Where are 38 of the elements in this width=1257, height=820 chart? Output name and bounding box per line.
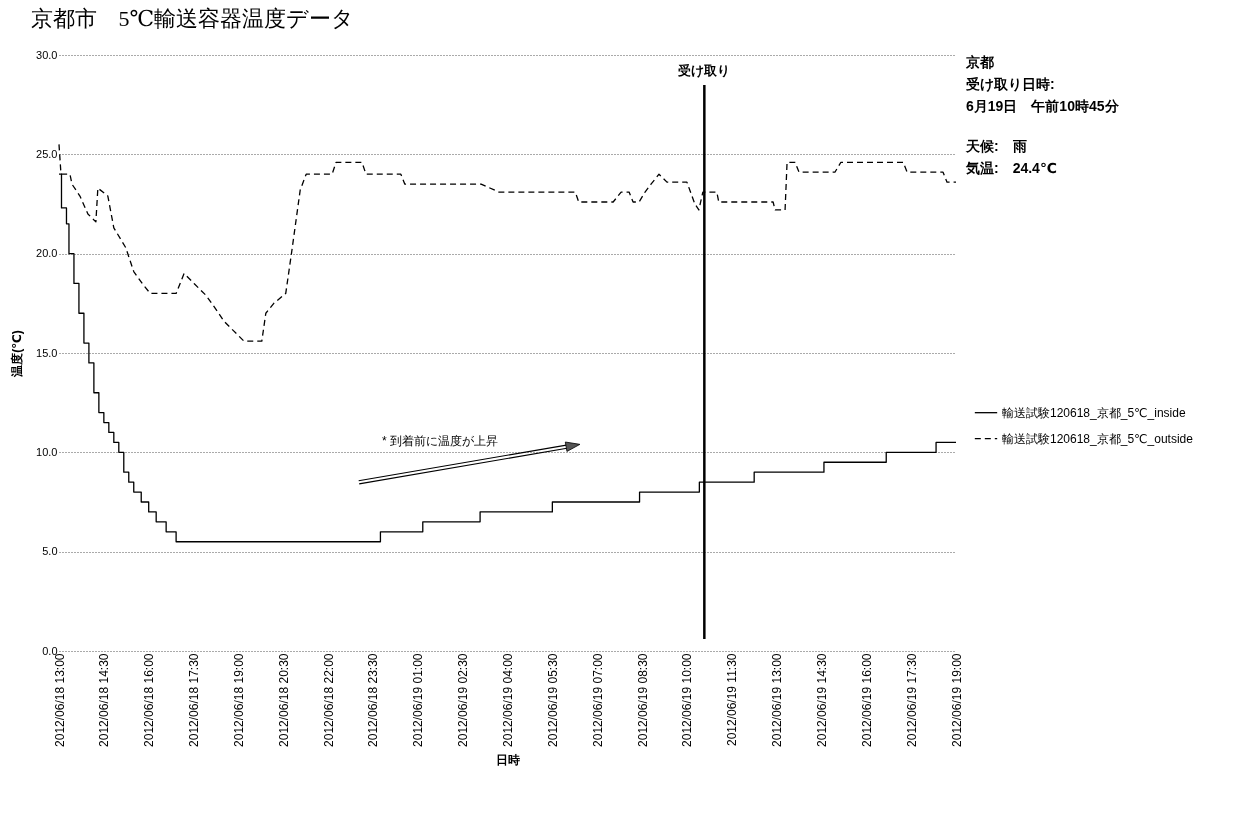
x-tick-label: 2012/06/19 14:30: [814, 653, 829, 747]
y-tick-label: 20.0: [36, 247, 58, 260]
x-axis-title: 日時: [496, 752, 520, 767]
x-tick-label: 2012/06/18 23:30: [366, 653, 381, 747]
x-tick-label: 2012/06/18 20:30: [276, 653, 291, 747]
text: 天候: 雨: [966, 137, 1028, 156]
x-tick-label: 2012/06/18 14:30: [97, 653, 112, 747]
x-tick-label: 2012/06/19 19:00: [949, 653, 964, 747]
x-tick-label: 2012/06/19 10:00: [680, 653, 695, 747]
text: 京都: [966, 53, 995, 72]
x-tick-label: 2012/06/19 05:30: [545, 653, 560, 747]
x-tick-label: 2012/06/18 22:00: [321, 653, 336, 747]
x-tick-label: 2012/06/18 16:00: [142, 653, 157, 747]
x-tick-label: 2012/06/19 02:30: [456, 653, 471, 747]
y-tick-label: 30.0: [36, 48, 58, 61]
x-tick-label: 2012/06/18 17:30: [187, 653, 202, 747]
text: 受け取り日時:: [966, 75, 1056, 94]
x-tick-label: 2012/06/19 17:30: [904, 653, 919, 747]
x-tick-label: 2012/06/19 07:00: [590, 653, 605, 747]
x-tick-label: 2012/06/19 01:00: [411, 653, 426, 747]
x-tick-label: 2012/06/19 16:00: [859, 653, 874, 747]
y-tick-label: 25.0: [36, 147, 58, 160]
y-tick-label: 10.0: [36, 445, 58, 458]
x-tick-label: 2012/06/19 04:00: [501, 653, 515, 747]
annotation: * 到着前に温度が上昇: [381, 434, 498, 449]
y-tick-label: 5.0: [42, 545, 58, 558]
x-tick-label: 2012/06/19 08:30: [635, 653, 650, 747]
x-tick-label: 2012/06/19 13:00: [770, 653, 785, 747]
x-tick-label: 2012/06/19 11:30: [725, 653, 740, 747]
chart-title: 京都市 5℃輸送容器温度データ: [30, 6, 355, 31]
y-tick-label: 15.0: [36, 346, 58, 359]
legend-label: 輸送試験120618_京都_5℃_inside: [1002, 405, 1186, 420]
x-tick-label: 2012/06/18 19:00: [231, 653, 246, 747]
legend-label: 輸送試験120618_京都_5℃_outside: [1002, 431, 1194, 446]
text: 6月19日 午前10時45分: [966, 97, 1119, 116]
text: 気温: 24.4℃: [966, 159, 1058, 178]
y-axis-title: 温度(℃): [10, 330, 25, 378]
ref-line-label: 受け取り: [677, 63, 731, 78]
